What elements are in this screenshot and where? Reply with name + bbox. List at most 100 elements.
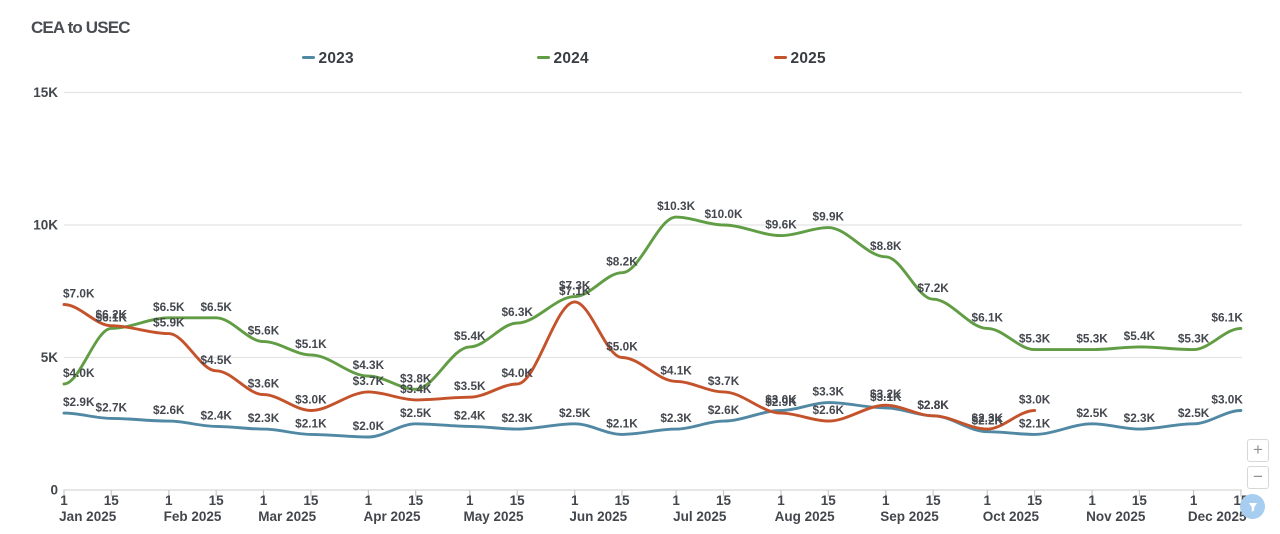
svg-text:$6.1K: $6.1K bbox=[1211, 310, 1243, 324]
svg-text:$2.1K: $2.1K bbox=[606, 416, 638, 430]
svg-text:Sep 2025: Sep 2025 bbox=[880, 509, 939, 524]
svg-text:1: 1 bbox=[365, 493, 373, 508]
svg-text:$10.3K: $10.3K bbox=[657, 199, 696, 213]
svg-text:$3.3K: $3.3K bbox=[813, 385, 845, 399]
svg-text:$2.4K: $2.4K bbox=[200, 408, 232, 422]
svg-text:Oct 2025: Oct 2025 bbox=[983, 509, 1040, 524]
svg-text:15: 15 bbox=[821, 493, 837, 508]
svg-text:15: 15 bbox=[303, 493, 319, 508]
svg-text:15: 15 bbox=[716, 493, 732, 508]
svg-text:15: 15 bbox=[104, 493, 120, 508]
svg-text:15K: 15K bbox=[33, 85, 58, 100]
svg-text:$3.7K: $3.7K bbox=[708, 374, 740, 388]
svg-text:Mar 2025: Mar 2025 bbox=[258, 509, 316, 524]
svg-text:$8.8K: $8.8K bbox=[870, 239, 902, 253]
svg-text:0: 0 bbox=[50, 483, 58, 498]
svg-text:$2.2K: $2.2K bbox=[972, 414, 1004, 428]
svg-text:$3.7K: $3.7K bbox=[353, 374, 385, 388]
svg-text:$7.3K: $7.3K bbox=[559, 279, 591, 293]
svg-text:1: 1 bbox=[165, 493, 173, 508]
svg-text:$3.1K: $3.1K bbox=[870, 390, 902, 404]
svg-text:$10.0K: $10.0K bbox=[704, 207, 743, 221]
svg-text:$6.1K: $6.1K bbox=[96, 310, 128, 324]
svg-text:15: 15 bbox=[926, 493, 942, 508]
svg-text:Aug 2025: Aug 2025 bbox=[775, 509, 836, 524]
svg-text:$6.5K: $6.5K bbox=[153, 300, 185, 314]
svg-text:$5.0K: $5.0K bbox=[606, 340, 638, 354]
svg-text:1: 1 bbox=[777, 493, 785, 508]
svg-text:$6.2K: $6.2K bbox=[96, 308, 128, 322]
svg-text:$2.1K: $2.1K bbox=[295, 416, 327, 430]
svg-text:$5.6K: $5.6K bbox=[248, 324, 280, 338]
svg-text:$3.0K: $3.0K bbox=[1211, 393, 1243, 407]
svg-text:$2.9K: $2.9K bbox=[63, 395, 95, 409]
svg-text:Jun 2025: Jun 2025 bbox=[569, 509, 627, 524]
svg-text:Feb 2025: Feb 2025 bbox=[164, 509, 222, 524]
svg-text:$2.5K: $2.5K bbox=[400, 406, 432, 420]
svg-text:$7.1K: $7.1K bbox=[559, 284, 591, 298]
svg-text:$9.6K: $9.6K bbox=[765, 218, 797, 232]
svg-text:$6.3K: $6.3K bbox=[501, 305, 533, 319]
svg-text:$2.6K: $2.6K bbox=[708, 403, 740, 417]
svg-text:5K: 5K bbox=[41, 350, 59, 365]
svg-text:$3.4K: $3.4K bbox=[400, 382, 432, 396]
svg-text:$2.5K: $2.5K bbox=[559, 406, 591, 420]
svg-text:$3.2K: $3.2K bbox=[870, 387, 902, 401]
svg-text:15: 15 bbox=[614, 493, 630, 508]
svg-text:15: 15 bbox=[510, 493, 526, 508]
svg-text:Dec 2025: Dec 2025 bbox=[1188, 509, 1247, 524]
svg-text:$2.7K: $2.7K bbox=[96, 400, 128, 414]
svg-text:1: 1 bbox=[882, 493, 890, 508]
svg-text:$2.3K: $2.3K bbox=[660, 411, 692, 425]
svg-text:Jan 2025: Jan 2025 bbox=[59, 509, 117, 524]
svg-text:$2.8K: $2.8K bbox=[917, 398, 949, 412]
svg-text:15: 15 bbox=[1132, 493, 1148, 508]
svg-text:$2.6K: $2.6K bbox=[153, 403, 185, 417]
svg-text:1: 1 bbox=[260, 493, 268, 508]
svg-text:$6.1K: $6.1K bbox=[972, 310, 1004, 324]
svg-text:$2.4K: $2.4K bbox=[454, 408, 486, 422]
svg-text:$4.3K: $4.3K bbox=[353, 358, 385, 372]
svg-text:$3.6K: $3.6K bbox=[248, 377, 280, 391]
svg-text:1: 1 bbox=[1088, 493, 1096, 508]
svg-text:$6.5K: $6.5K bbox=[200, 300, 232, 314]
svg-text:$2.0K: $2.0K bbox=[353, 419, 385, 433]
svg-text:Apr 2025: Apr 2025 bbox=[363, 509, 421, 524]
svg-text:$9.9K: $9.9K bbox=[813, 210, 845, 224]
svg-text:1: 1 bbox=[1190, 493, 1198, 508]
svg-text:$2.9K: $2.9K bbox=[765, 395, 797, 409]
svg-text:10K: 10K bbox=[33, 218, 58, 233]
svg-text:15: 15 bbox=[1027, 493, 1043, 508]
svg-text:$4.0K: $4.0K bbox=[63, 366, 95, 380]
svg-text:May 2025: May 2025 bbox=[463, 509, 524, 524]
svg-text:$2.3K: $2.3K bbox=[1124, 411, 1156, 425]
svg-text:$3.0K: $3.0K bbox=[765, 393, 797, 407]
svg-text:$2.1K: $2.1K bbox=[1019, 416, 1051, 430]
svg-text:$2.8K: $2.8K bbox=[917, 398, 949, 412]
svg-text:$2.6K: $2.6K bbox=[813, 403, 845, 417]
svg-text:1: 1 bbox=[60, 493, 68, 508]
svg-text:1: 1 bbox=[984, 493, 992, 508]
svg-text:$2.3K: $2.3K bbox=[248, 411, 280, 425]
svg-text:$5.9K: $5.9K bbox=[153, 316, 185, 330]
svg-text:$2.3K: $2.3K bbox=[501, 411, 533, 425]
svg-text:1: 1 bbox=[466, 493, 474, 508]
svg-text:$5.3K: $5.3K bbox=[1076, 332, 1108, 346]
svg-text:$3.8K: $3.8K bbox=[400, 371, 432, 385]
svg-text:$2.5K: $2.5K bbox=[1076, 406, 1108, 420]
svg-text:Nov 2025: Nov 2025 bbox=[1086, 509, 1146, 524]
svg-text:$5.4K: $5.4K bbox=[454, 329, 486, 343]
svg-text:$8.2K: $8.2K bbox=[606, 255, 638, 269]
svg-text:1: 1 bbox=[571, 493, 579, 508]
svg-text:$5.4K: $5.4K bbox=[1124, 329, 1156, 343]
svg-text:Jul 2025: Jul 2025 bbox=[673, 509, 727, 524]
svg-text:$3.0K: $3.0K bbox=[1019, 393, 1051, 407]
svg-text:$2.5K: $2.5K bbox=[1178, 406, 1210, 420]
svg-text:$4.5K: $4.5K bbox=[200, 353, 232, 367]
svg-text:$4.1K: $4.1K bbox=[660, 363, 692, 377]
svg-text:15: 15 bbox=[209, 493, 225, 508]
svg-text:$7.0K: $7.0K bbox=[63, 287, 95, 301]
svg-text:$2.3K: $2.3K bbox=[972, 411, 1004, 425]
svg-text:15: 15 bbox=[408, 493, 424, 508]
svg-text:$5.3K: $5.3K bbox=[1019, 332, 1051, 346]
